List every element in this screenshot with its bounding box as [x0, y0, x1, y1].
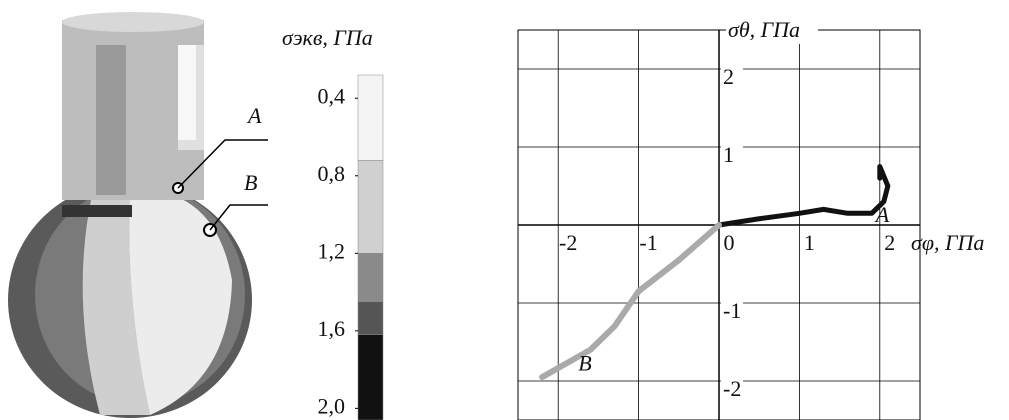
colorbar-segment — [358, 160, 383, 253]
colorbar-tick-label: 1,2 — [318, 238, 346, 263]
y-axis-label: σθ, ГПа — [728, 17, 800, 42]
colorbar-tick-label: 1,6 — [318, 316, 346, 341]
colorbar-tick-label: 0,4 — [318, 83, 346, 108]
figure: A B σэкв, ГПа 0,40,81,21,62,0 -2-1012-2-… — [0, 0, 1009, 420]
colorbar: σэкв, ГПа 0,4 0,8 1,2 1,6 2,0 — [282, 25, 383, 420]
y-tick-label: -1 — [723, 298, 741, 323]
colorbar-segment — [358, 253, 383, 301]
series-line — [719, 167, 888, 226]
plot: -2 -1 0 1 2 -2 -1 1 2 σθ, ГПа σφ, ГПа A B — [518, 17, 984, 420]
x-tick-label: 1 — [804, 230, 815, 255]
x-tick-label: 0 — [724, 230, 735, 255]
y-tick-label: -2 — [723, 376, 741, 401]
point-label: A — [246, 103, 262, 128]
colorbar-title: σэкв, ГПа — [282, 25, 373, 50]
colorbar-tick-label: 0,8 — [318, 161, 346, 186]
colorbar-tick-label: 2,0 — [318, 393, 346, 418]
x-tick-label: -2 — [559, 230, 577, 255]
x-tick-label: 2 — [884, 230, 895, 255]
x-tick-label: -1 — [639, 230, 657, 255]
y-tick-label: 1 — [723, 142, 734, 167]
x-axis-label: σφ, ГПа — [911, 230, 984, 255]
vessel-render: A B — [8, 12, 268, 418]
series-label: A — [874, 202, 890, 227]
colorbar-segment — [358, 335, 383, 420]
series-label: B — [578, 350, 591, 375]
y-tick-label: 2 — [723, 64, 734, 89]
colorbar-segment — [358, 302, 383, 335]
colorbar-segment — [358, 75, 383, 160]
point-label: B — [244, 170, 257, 195]
